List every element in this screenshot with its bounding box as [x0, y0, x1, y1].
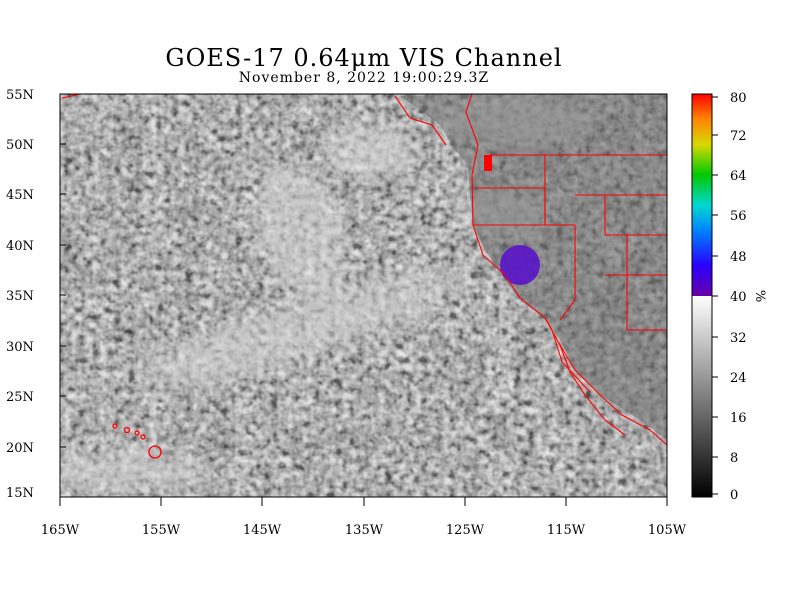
lat-label-40n: 40N — [6, 239, 34, 254]
lon-label-105w: 105W — [648, 523, 687, 538]
tick-40n: 40N — [6, 239, 66, 254]
cb-tick-64: 64 — [712, 169, 747, 184]
cb-label-24: 24 — [730, 371, 747, 386]
latitude-axis: 55N 50N 45N 40N 35N 30N 25N 20N 15N — [6, 88, 66, 501]
tick-145w: 145W — [243, 497, 282, 538]
tick-125w: 125W — [446, 497, 485, 538]
colorbar-unit: % — [752, 290, 767, 302]
tick-35n: 35N — [6, 289, 66, 304]
cb-tick-56: 56 — [712, 209, 747, 224]
cb-tick-16: 16 — [712, 411, 747, 426]
cb-label-32: 32 — [730, 331, 747, 346]
cb-label-72: 72 — [730, 129, 747, 144]
lat-label-55n: 55N — [6, 88, 34, 103]
cb-tick-48: 48 — [712, 250, 747, 265]
lat-label-30n: 30N — [6, 340, 34, 355]
tick-30n: 30N — [6, 340, 66, 355]
lon-label-135w: 135W — [345, 523, 384, 538]
lat-label-20n: 20N — [6, 441, 34, 456]
cb-tick-24: 24 — [712, 371, 747, 386]
lat-label-45n: 45N — [6, 188, 34, 203]
tick-50n: 50N — [6, 138, 66, 153]
tick-135w: 135W — [345, 497, 384, 538]
lon-label-115w: 115W — [547, 523, 586, 538]
cb-label-0: 0 — [730, 488, 738, 503]
cb-label-40: 40 — [730, 290, 747, 305]
cb-label-64: 64 — [730, 169, 747, 184]
colorbar: 80 72 64 56 48 40 32 24 16 8 0 % — [691, 91, 767, 503]
hawaii-islands — [112, 423, 162, 459]
cb-label-56: 56 — [730, 209, 747, 224]
tick-165w: 165W — [41, 497, 80, 538]
lon-label-125w: 125W — [446, 523, 485, 538]
cb-label-48: 48 — [730, 250, 747, 265]
cb-label-8: 8 — [730, 451, 738, 466]
tick-45n: 45N — [6, 188, 66, 203]
lat-label-25n: 25N — [6, 390, 34, 405]
tick-25n: 25N — [6, 390, 66, 405]
colorbar-color-segment — [692, 94, 712, 296]
high-reflectance-region — [500, 200, 620, 448]
colorbar-gray-segment — [692, 296, 712, 497]
lon-label-165w: 165W — [41, 523, 80, 538]
map-timestamp: November 8, 2022 19:00:29.3Z — [238, 70, 490, 86]
map-title: GOES-17 0.64μm VIS Channel — [165, 44, 563, 72]
cb-tick-72: 72 — [712, 129, 747, 144]
cb-tick-32: 32 — [712, 331, 747, 346]
tick-15n: 15N — [6, 486, 66, 501]
tick-105w: 105W — [648, 497, 687, 538]
cb-tick-8: 8 — [712, 451, 738, 466]
political-boundaries — [61, 94, 667, 446]
tick-20n: 20N — [6, 441, 66, 456]
tick-55n: 55N — [6, 88, 66, 103]
tick-155w: 155W — [142, 497, 181, 538]
lat-label-35n: 35N — [6, 289, 34, 304]
cb-label-16: 16 — [730, 411, 747, 426]
cb-tick-80: 80 — [712, 91, 747, 106]
longitude-axis: 165W 155W 145W 135W 125W 115W 105W — [41, 497, 687, 538]
lon-label-145w: 145W — [243, 523, 282, 538]
lat-label-50n: 50N — [6, 138, 34, 153]
lat-label-15n: 15N — [6, 486, 34, 501]
cb-tick-0: 0 — [712, 488, 738, 503]
tick-115w: 115W — [547, 497, 586, 538]
satellite-imagery — [60, 94, 667, 497]
lon-label-155w: 155W — [142, 523, 181, 538]
cb-label-80: 80 — [730, 91, 747, 106]
cb-tick-40: 40 — [712, 290, 747, 305]
